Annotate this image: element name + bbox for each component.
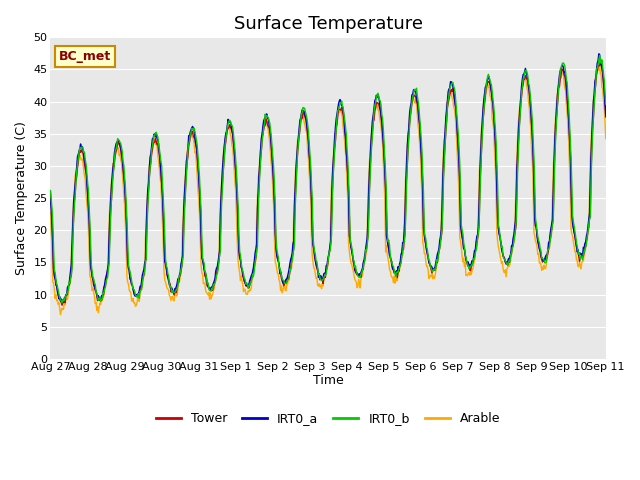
IRT0_a bbox=[47, 196, 54, 202]
Title: Surface Temperature: Surface Temperature bbox=[234, 15, 422, 33]
Tower bbox=[396, 262, 404, 267]
IRT0_b bbox=[602, 101, 609, 107]
Tower bbox=[115, 140, 122, 145]
IRT0_a bbox=[59, 300, 67, 305]
Line: Arable: Arable bbox=[51, 63, 605, 314]
Tower bbox=[596, 60, 604, 66]
Arable bbox=[58, 308, 65, 313]
Tower bbox=[47, 190, 54, 195]
Tower bbox=[171, 289, 179, 295]
IRT0_a bbox=[200, 266, 208, 272]
IRT0_a bbox=[57, 298, 65, 304]
IRT0_b bbox=[57, 297, 65, 303]
IRT0_b bbox=[115, 137, 122, 143]
Line: IRT0_b: IRT0_b bbox=[51, 56, 605, 303]
IRT0_b bbox=[171, 289, 179, 295]
IRT0_a bbox=[115, 138, 122, 144]
Tower bbox=[200, 266, 208, 272]
IRT0_a bbox=[396, 258, 404, 264]
Arable bbox=[396, 263, 404, 269]
Arable bbox=[200, 280, 208, 286]
Line: Tower: Tower bbox=[51, 63, 605, 305]
Legend: Tower, IRT0_a, IRT0_b, Arable: Tower, IRT0_a, IRT0_b, Arable bbox=[151, 407, 506, 430]
Tower bbox=[413, 99, 420, 105]
X-axis label: Time: Time bbox=[313, 374, 344, 387]
Arable bbox=[115, 145, 122, 151]
IRT0_a bbox=[171, 286, 179, 291]
IRT0_a bbox=[595, 51, 603, 57]
Arable bbox=[413, 102, 420, 108]
IRT0_a bbox=[413, 95, 420, 101]
Text: BC_met: BC_met bbox=[59, 50, 111, 63]
IRT0_b bbox=[58, 300, 66, 306]
Arable bbox=[171, 289, 179, 295]
Line: IRT0_a: IRT0_a bbox=[51, 54, 605, 302]
Y-axis label: Surface Temperature (C): Surface Temperature (C) bbox=[15, 121, 28, 275]
Tower bbox=[57, 299, 65, 304]
IRT0_b bbox=[200, 260, 208, 266]
IRT0_b bbox=[596, 53, 604, 59]
Tower bbox=[602, 108, 609, 114]
Arable bbox=[596, 60, 604, 66]
IRT0_b bbox=[413, 85, 420, 91]
Arable bbox=[47, 210, 54, 216]
Tower bbox=[58, 302, 66, 308]
IRT0_b bbox=[396, 262, 404, 267]
Arable bbox=[57, 312, 65, 317]
Arable bbox=[602, 136, 609, 142]
IRT0_a bbox=[602, 114, 609, 120]
IRT0_b bbox=[47, 188, 54, 193]
